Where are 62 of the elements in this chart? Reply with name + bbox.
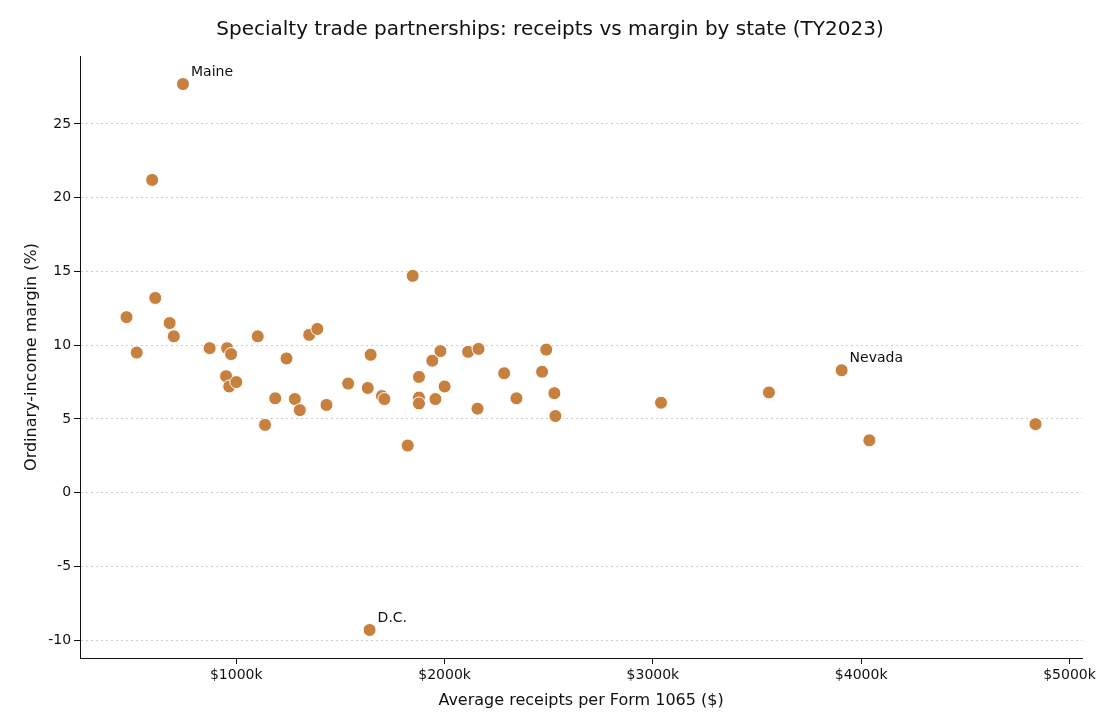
point	[202, 341, 217, 356]
annotation: D.C.	[377, 608, 408, 625]
x-tick-label: $3000k	[626, 666, 681, 683]
annotation: Nevada	[849, 348, 904, 365]
point	[433, 344, 448, 359]
point	[539, 342, 554, 357]
point	[129, 345, 144, 360]
point	[509, 391, 524, 406]
point	[834, 363, 849, 378]
point	[411, 369, 426, 384]
point	[363, 347, 378, 362]
point	[470, 401, 485, 416]
y-tick-label: 0	[62, 483, 72, 500]
y-tick-label: -10	[48, 630, 72, 647]
point	[654, 395, 669, 410]
point	[319, 397, 334, 412]
point	[411, 396, 426, 411]
point	[119, 310, 134, 325]
point	[437, 379, 452, 394]
point	[175, 77, 190, 92]
x-tick-label: $4000k	[834, 666, 889, 683]
point	[400, 438, 415, 453]
point	[341, 376, 356, 391]
point	[268, 391, 283, 406]
y-tick-label: -5	[57, 557, 72, 574]
point	[761, 385, 776, 400]
point	[250, 329, 265, 344]
point	[229, 375, 244, 390]
point	[535, 364, 550, 379]
point	[258, 417, 273, 432]
point	[279, 351, 294, 366]
x-axis-title: Average receipts per Form 1065 ($)	[438, 689, 724, 709]
point	[471, 341, 486, 356]
point	[162, 316, 177, 331]
x-tick-label: $5000k	[1043, 666, 1097, 683]
point	[148, 290, 163, 305]
point	[862, 433, 877, 448]
annotation: Maine	[190, 62, 234, 79]
point	[360, 380, 375, 395]
y-tick-label: 5	[62, 409, 72, 426]
point	[310, 321, 325, 336]
point	[547, 386, 562, 401]
y-tick-label: 20	[53, 188, 72, 205]
point	[287, 392, 302, 407]
point	[224, 347, 239, 362]
point	[145, 172, 160, 187]
y-tick-label: 10	[53, 335, 72, 352]
x-tick-label: $2000k	[418, 666, 472, 683]
point	[425, 353, 440, 368]
point	[405, 268, 420, 283]
y-tick-label: 25	[53, 114, 72, 131]
chart-title: Specialty trade partnerships: receipts vs margin by state (TY2023)	[216, 16, 884, 41]
point	[428, 392, 443, 407]
point	[548, 409, 563, 424]
y-axis-title: Ordinary-income margin (%)	[20, 243, 40, 471]
point	[292, 403, 307, 418]
y-tick-label: 15	[53, 262, 72, 279]
point	[497, 366, 512, 381]
point	[166, 329, 181, 344]
point	[362, 622, 377, 637]
point	[1028, 417, 1043, 432]
x-tick-label: $1000k	[209, 666, 264, 683]
